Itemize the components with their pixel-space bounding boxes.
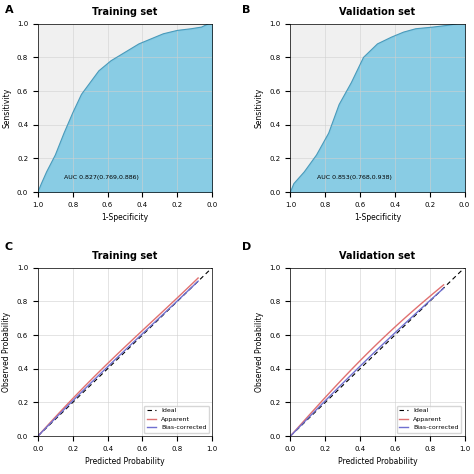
Y-axis label: Observed Probability: Observed Probability	[255, 312, 264, 392]
X-axis label: 1-Specificity: 1-Specificity	[101, 213, 148, 222]
X-axis label: Predicted Probability: Predicted Probability	[85, 457, 165, 466]
Title: Training set: Training set	[92, 8, 158, 18]
Text: AUC 0.853(0.768,0.938): AUC 0.853(0.768,0.938)	[317, 174, 392, 180]
Legend: Ideal, Apparent, Bias-corrected: Ideal, Apparent, Bias-corrected	[397, 406, 461, 433]
X-axis label: 1-Specificity: 1-Specificity	[354, 213, 401, 222]
Text: B: B	[242, 5, 250, 15]
Title: Validation set: Validation set	[339, 251, 416, 262]
Y-axis label: Observed Probability: Observed Probability	[2, 312, 11, 392]
Y-axis label: Sensitivity: Sensitivity	[2, 88, 11, 128]
Y-axis label: Sensitivity: Sensitivity	[255, 88, 264, 128]
X-axis label: Predicted Probability: Predicted Probability	[337, 457, 417, 466]
Text: C: C	[5, 242, 13, 252]
Text: A: A	[5, 5, 13, 15]
Title: Training set: Training set	[92, 251, 158, 262]
Legend: Ideal, Apparent, Bias-corrected: Ideal, Apparent, Bias-corrected	[144, 406, 209, 433]
Title: Validation set: Validation set	[339, 8, 416, 18]
Text: D: D	[242, 242, 251, 252]
Text: AUC 0.827(0.769,0.886): AUC 0.827(0.769,0.886)	[64, 174, 139, 180]
